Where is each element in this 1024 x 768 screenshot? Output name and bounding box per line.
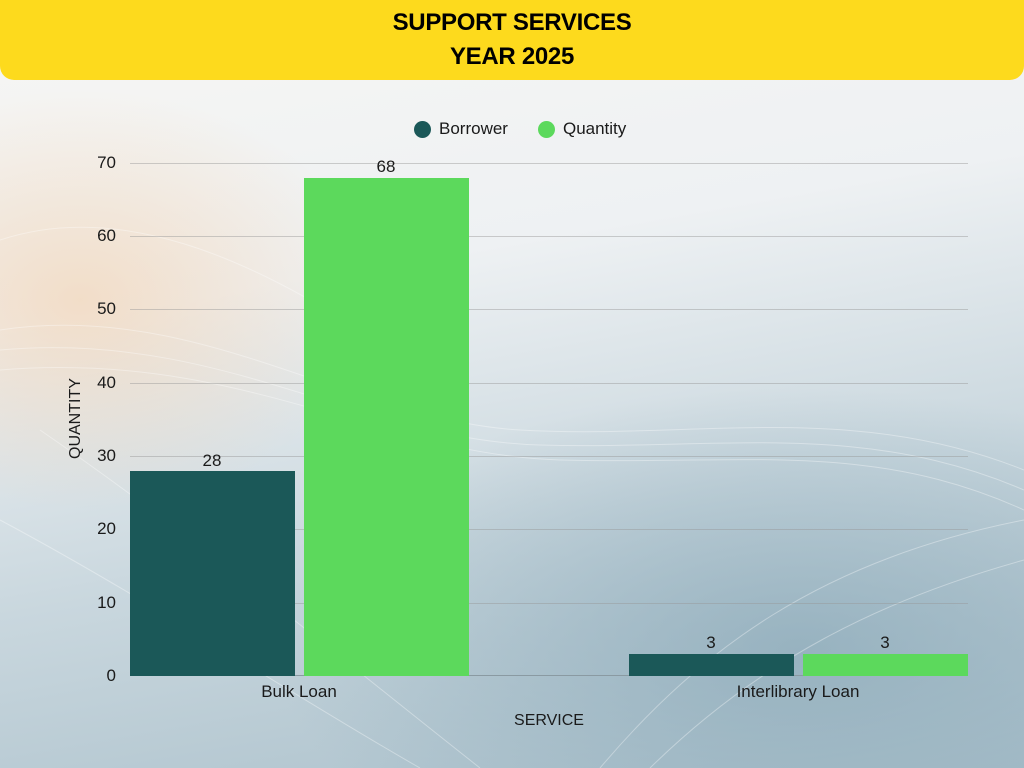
y-tick-20: 20 bbox=[97, 519, 116, 538]
chart-title-line-2: YEAR 2025 bbox=[449, 43, 575, 70]
gridline-20 bbox=[130, 529, 968, 530]
gridline-60 bbox=[130, 236, 968, 237]
plot-area: 28 68 3 3 bbox=[130, 157, 968, 676]
legend: Borrower Quantity bbox=[414, 119, 626, 139]
x-axis-baseline bbox=[130, 675, 968, 676]
legend-label-borrower: Borrower bbox=[439, 119, 508, 138]
x-tick-bulk-loan: Bulk Loan bbox=[261, 682, 337, 701]
bar-bulk-loan-quantity[interactable] bbox=[304, 178, 469, 676]
bar-label-interlibrary-loan-quantity: 3 bbox=[880, 633, 890, 652]
gridline-50 bbox=[130, 309, 968, 310]
y-axis-title: QUANTITY bbox=[67, 378, 84, 459]
legend-swatch-borrower-icon bbox=[414, 120, 431, 138]
gridline-70 bbox=[130, 163, 968, 164]
chart-title-line-1: SUPPORT SERVICES bbox=[392, 9, 632, 36]
x-tick-interlibrary-loan: Interlibrary Loan bbox=[736, 682, 860, 701]
y-tick-30: 30 bbox=[97, 446, 116, 465]
gridline-30 bbox=[130, 456, 968, 457]
y-tick-0: 0 bbox=[106, 666, 116, 685]
x-axis-title: SERVICE bbox=[514, 712, 584, 729]
gridline-40 bbox=[130, 383, 968, 384]
gridline-10 bbox=[130, 603, 968, 604]
legend-label-quantity: Quantity bbox=[562, 119, 627, 138]
y-tick-50: 50 bbox=[97, 299, 116, 318]
bar-label-interlibrary-loan-borrower: 3 bbox=[706, 633, 716, 652]
legend-item-quantity[interactable]: Quantity bbox=[537, 119, 627, 139]
bar-label-bulk-loan-borrower: 28 bbox=[202, 451, 222, 470]
y-tick-10: 10 bbox=[97, 593, 116, 612]
y-tick-70: 70 bbox=[97, 153, 116, 172]
legend-item-borrower[interactable]: Borrower bbox=[414, 119, 508, 139]
legend-swatch-quantity-icon bbox=[537, 120, 555, 138]
bar-label-bulk-loan-quantity: 68 bbox=[376, 157, 396, 176]
title-banner: SUPPORT SERVICES YEAR 2025 bbox=[0, 0, 1024, 80]
bar-interlibrary-loan-borrower[interactable] bbox=[629, 654, 794, 676]
bar-interlibrary-loan-quantity[interactable] bbox=[803, 654, 968, 676]
bar-bulk-loan-borrower[interactable] bbox=[130, 471, 295, 676]
y-tick-40: 40 bbox=[97, 373, 116, 392]
y-tick-60: 60 bbox=[97, 226, 116, 245]
